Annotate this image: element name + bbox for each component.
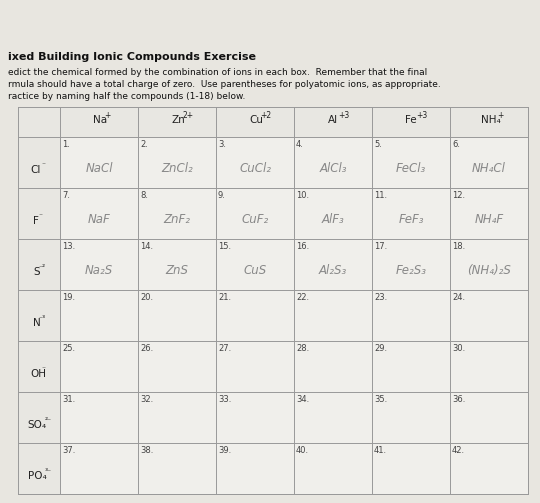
- Text: 23.: 23.: [374, 293, 387, 302]
- Text: +: +: [497, 111, 504, 120]
- Text: 20.: 20.: [140, 293, 153, 302]
- Text: 33.: 33.: [218, 395, 231, 404]
- Text: CuF₂: CuF₂: [241, 213, 268, 226]
- Text: 25.: 25.: [62, 344, 75, 353]
- Text: ⁻²: ⁻²: [39, 263, 46, 272]
- Text: FeF₃: FeF₃: [399, 213, 424, 226]
- Text: Fe: Fe: [406, 115, 417, 125]
- Text: 5.: 5.: [374, 140, 382, 149]
- Text: ZnS: ZnS: [165, 264, 188, 277]
- Text: Na₂S: Na₂S: [85, 264, 113, 277]
- Text: 27.: 27.: [218, 344, 231, 353]
- Text: CuCl₂: CuCl₂: [239, 162, 271, 175]
- Text: 31.: 31.: [62, 395, 75, 404]
- Text: AlF₃: AlF₃: [322, 213, 345, 226]
- Text: 3.: 3.: [218, 140, 226, 149]
- Text: 34.: 34.: [296, 395, 309, 404]
- Text: 11.: 11.: [374, 191, 387, 200]
- Text: Fe₂S₃: Fe₂S₃: [395, 264, 427, 277]
- Text: 1.: 1.: [62, 140, 70, 149]
- Text: 38.: 38.: [140, 446, 153, 455]
- Text: 36.: 36.: [452, 395, 465, 404]
- Bar: [18, 107, 528, 137]
- Text: PO₄: PO₄: [28, 471, 46, 481]
- Text: 15.: 15.: [218, 242, 231, 251]
- Text: NaCl: NaCl: [85, 162, 113, 175]
- Text: 26.: 26.: [140, 344, 153, 353]
- Text: Na: Na: [93, 115, 107, 125]
- Bar: [18, 107, 528, 494]
- Text: 39.: 39.: [218, 446, 231, 455]
- Text: Cu: Cu: [249, 115, 264, 125]
- Text: 22.: 22.: [296, 293, 309, 302]
- Text: 2.: 2.: [140, 140, 148, 149]
- Text: (NH₄)₂S: (NH₄)₂S: [467, 264, 511, 277]
- Text: 7.: 7.: [62, 191, 70, 200]
- Text: 42.: 42.: [452, 446, 465, 455]
- Text: +: +: [105, 111, 111, 120]
- Text: 28.: 28.: [296, 344, 309, 353]
- Text: 24.: 24.: [452, 293, 465, 302]
- Text: 30.: 30.: [452, 344, 465, 353]
- Text: 2+: 2+: [183, 111, 194, 120]
- Text: Al: Al: [327, 115, 338, 125]
- Text: ⁻: ⁻: [42, 160, 45, 170]
- Text: ZnF₂: ZnF₂: [164, 213, 191, 226]
- Text: 16.: 16.: [296, 242, 309, 251]
- Text: 37.: 37.: [62, 446, 76, 455]
- Bar: [18, 107, 60, 494]
- Text: 19.: 19.: [62, 293, 75, 302]
- Text: S: S: [33, 267, 40, 277]
- Text: Cl: Cl: [30, 165, 41, 175]
- Text: Zn: Zn: [172, 115, 185, 125]
- Text: 9.: 9.: [218, 191, 226, 200]
- Text: ZnCl₂: ZnCl₂: [161, 162, 193, 175]
- Text: FeCl₃: FeCl₃: [396, 162, 426, 175]
- Text: 14.: 14.: [140, 242, 153, 251]
- Text: N: N: [33, 318, 41, 328]
- Text: Al₂S₃: Al₂S₃: [319, 264, 347, 277]
- Text: 29.: 29.: [374, 344, 387, 353]
- Text: ixed Building Ionic Compounds Exercise: ixed Building Ionic Compounds Exercise: [8, 52, 256, 62]
- Text: 4.: 4.: [296, 140, 304, 149]
- Text: rmula should have a total charge of zero.  Use parentheses for polyatomic ions, : rmula should have a total charge of zero…: [8, 80, 441, 89]
- Text: 32.: 32.: [140, 395, 153, 404]
- Text: ²⁻: ²⁻: [44, 415, 51, 425]
- Text: 17.: 17.: [374, 242, 387, 251]
- Text: 18.: 18.: [452, 242, 465, 251]
- Text: NH₄Cl: NH₄Cl: [472, 162, 506, 175]
- Text: SO₄: SO₄: [28, 420, 47, 430]
- Text: +3: +3: [416, 111, 428, 120]
- Text: ractice by naming half the compounds (1-18) below.: ractice by naming half the compounds (1-…: [8, 92, 245, 101]
- Text: ⁻³: ⁻³: [39, 314, 46, 322]
- Text: CuS: CuS: [244, 264, 267, 277]
- Text: ³⁻: ³⁻: [44, 467, 51, 476]
- Text: ⁻: ⁻: [42, 365, 45, 374]
- Text: 10.: 10.: [296, 191, 309, 200]
- Text: 12.: 12.: [452, 191, 465, 200]
- Text: AlCl₃: AlCl₃: [319, 162, 347, 175]
- Text: 40.: 40.: [296, 446, 309, 455]
- Text: 41.: 41.: [374, 446, 387, 455]
- Text: +3: +3: [339, 111, 350, 120]
- Text: NH₄F: NH₄F: [475, 213, 504, 226]
- Text: NaF: NaF: [87, 213, 110, 226]
- Text: edict the chemical formed by the combination of ions in each box.  Remember that: edict the chemical formed by the combina…: [8, 68, 427, 77]
- Text: OH: OH: [30, 369, 46, 379]
- Text: 21.: 21.: [218, 293, 231, 302]
- Text: 6.: 6.: [452, 140, 460, 149]
- Text: F: F: [33, 216, 39, 226]
- Text: 13.: 13.: [62, 242, 75, 251]
- Text: +2: +2: [260, 111, 272, 120]
- Text: NH₄: NH₄: [481, 115, 501, 125]
- Text: 8.: 8.: [140, 191, 148, 200]
- Text: 35.: 35.: [374, 395, 387, 404]
- Text: ⁻: ⁻: [39, 212, 43, 221]
